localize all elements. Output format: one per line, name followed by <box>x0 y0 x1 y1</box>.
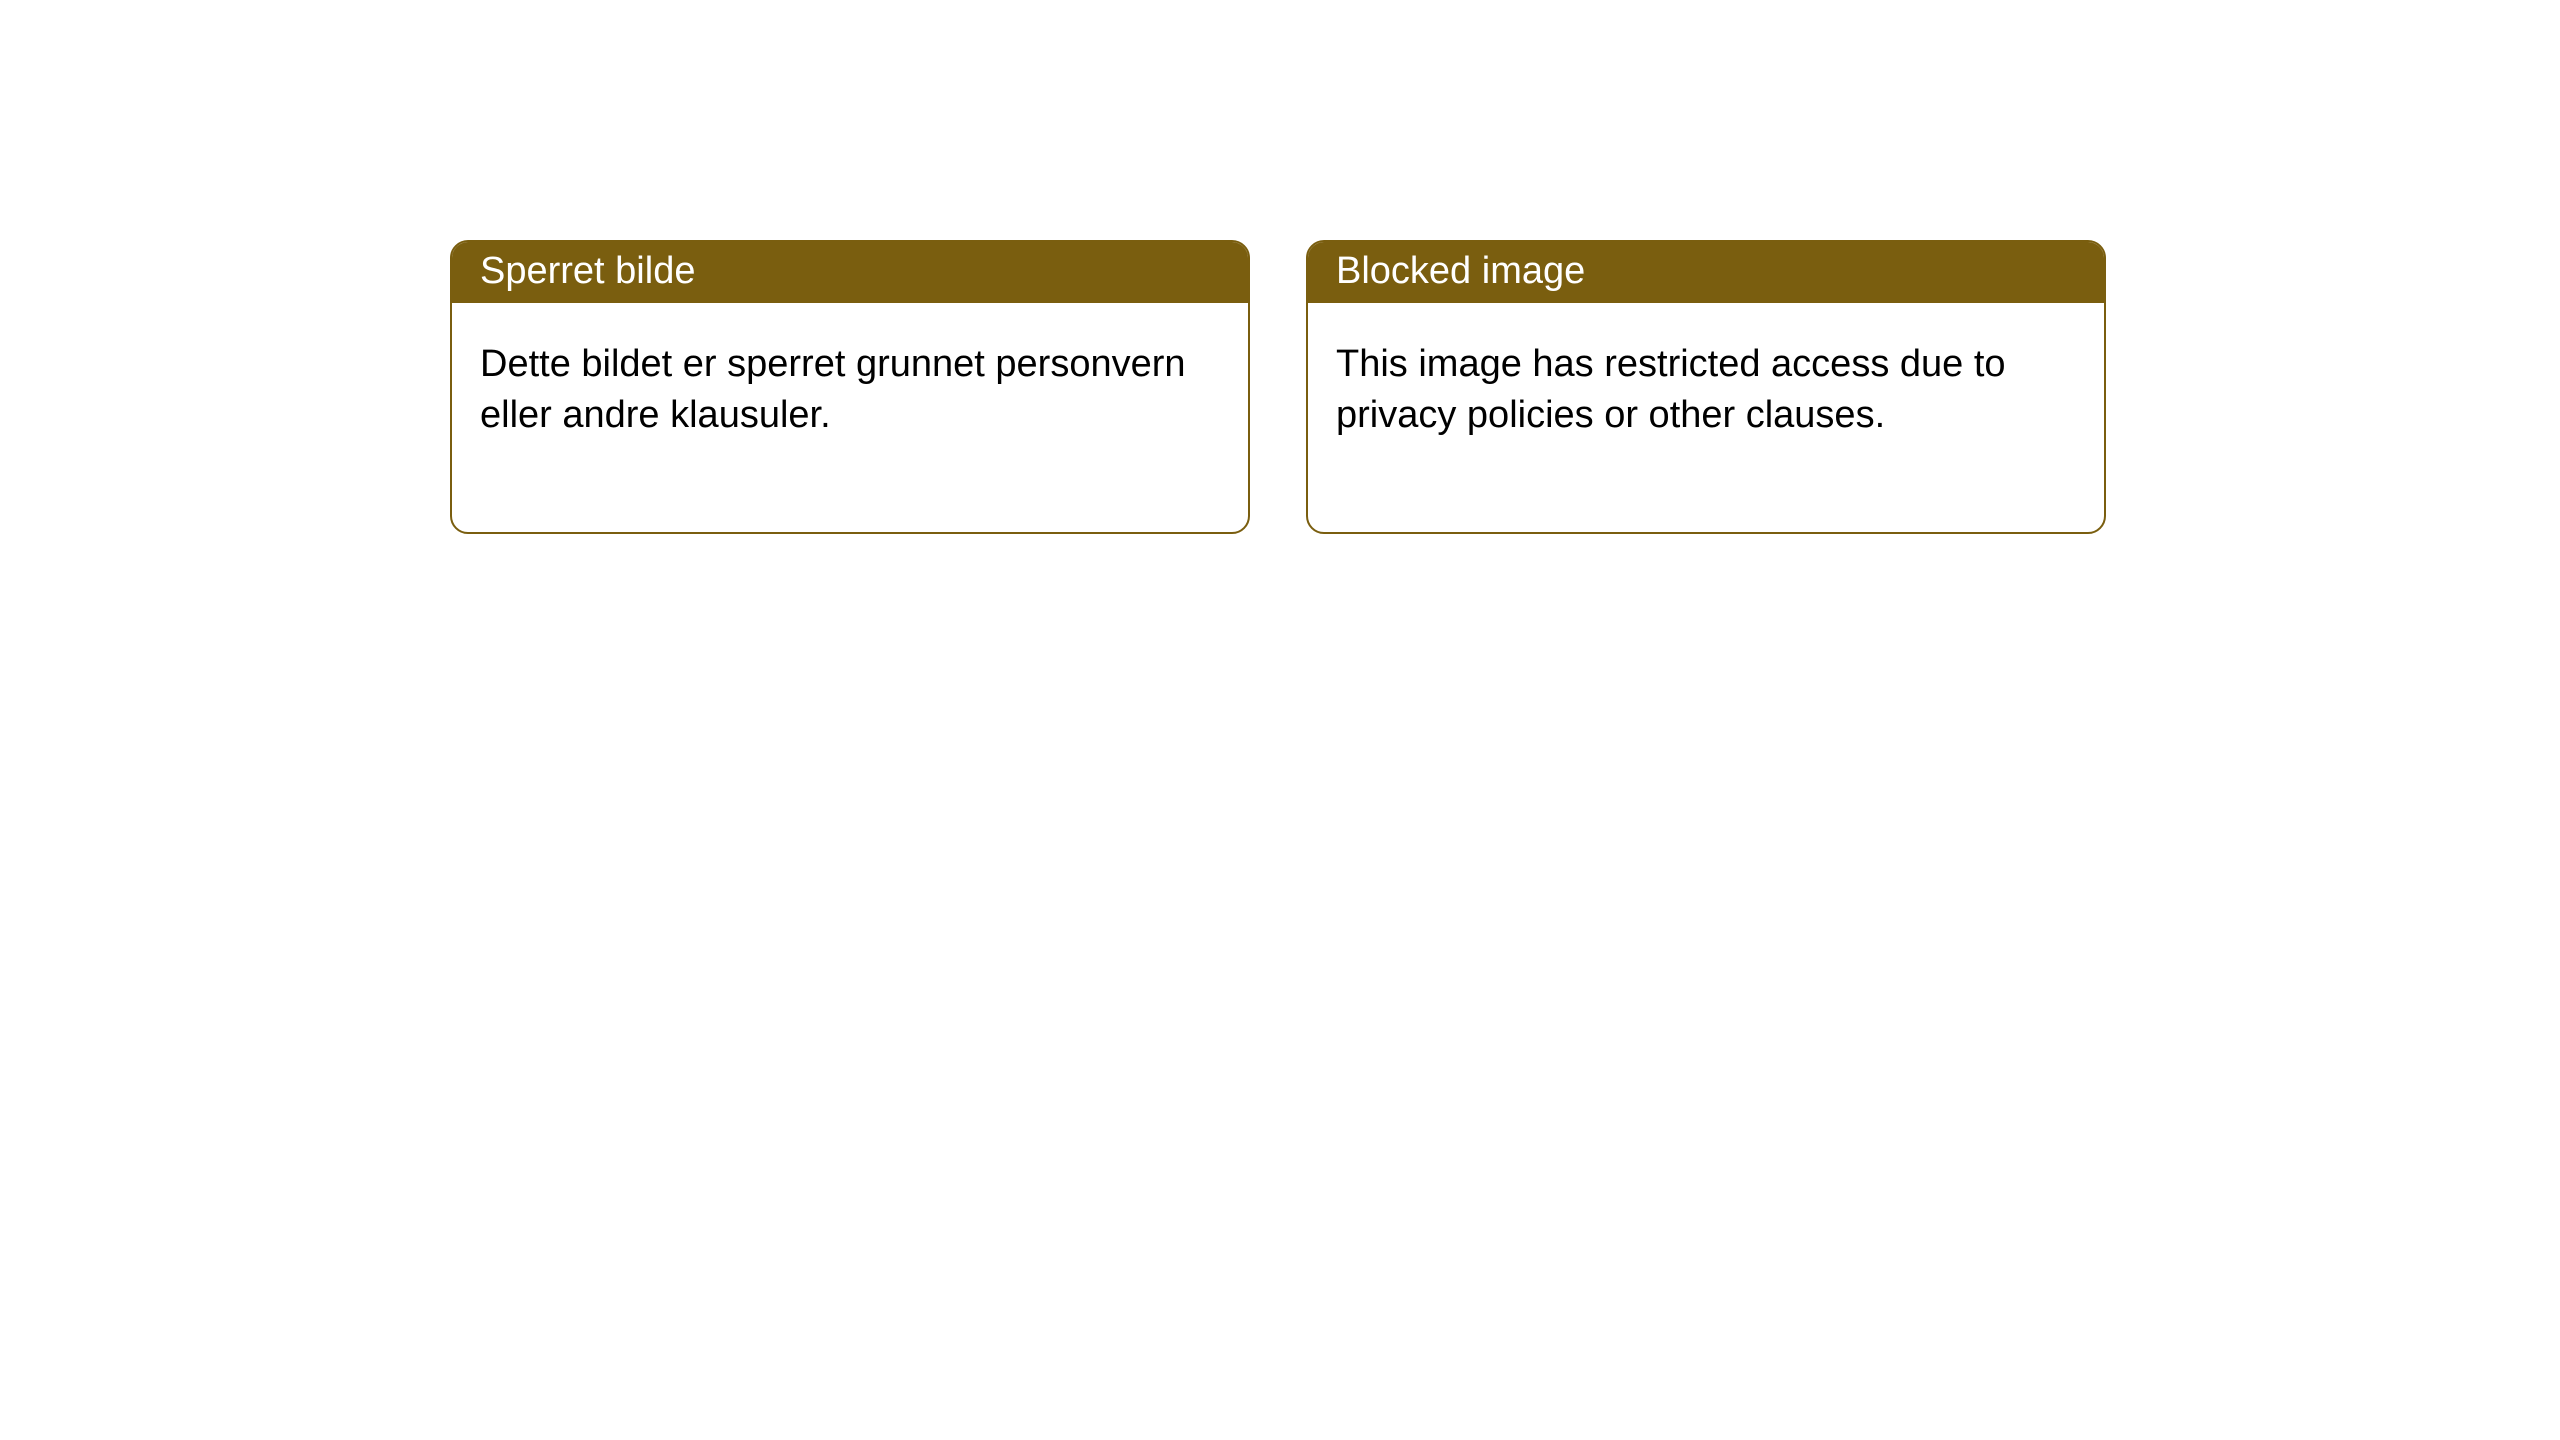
notice-container: Sperret bilde Dette bildet er sperret gr… <box>0 0 2560 534</box>
notice-header: Sperret bilde <box>452 242 1248 303</box>
notice-body: Dette bildet er sperret grunnet personve… <box>452 303 1248 532</box>
notice-card-english: Blocked image This image has restricted … <box>1306 240 2106 534</box>
notice-body: This image has restricted access due to … <box>1308 303 2104 532</box>
notice-card-norwegian: Sperret bilde Dette bildet er sperret gr… <box>450 240 1250 534</box>
notice-header: Blocked image <box>1308 242 2104 303</box>
